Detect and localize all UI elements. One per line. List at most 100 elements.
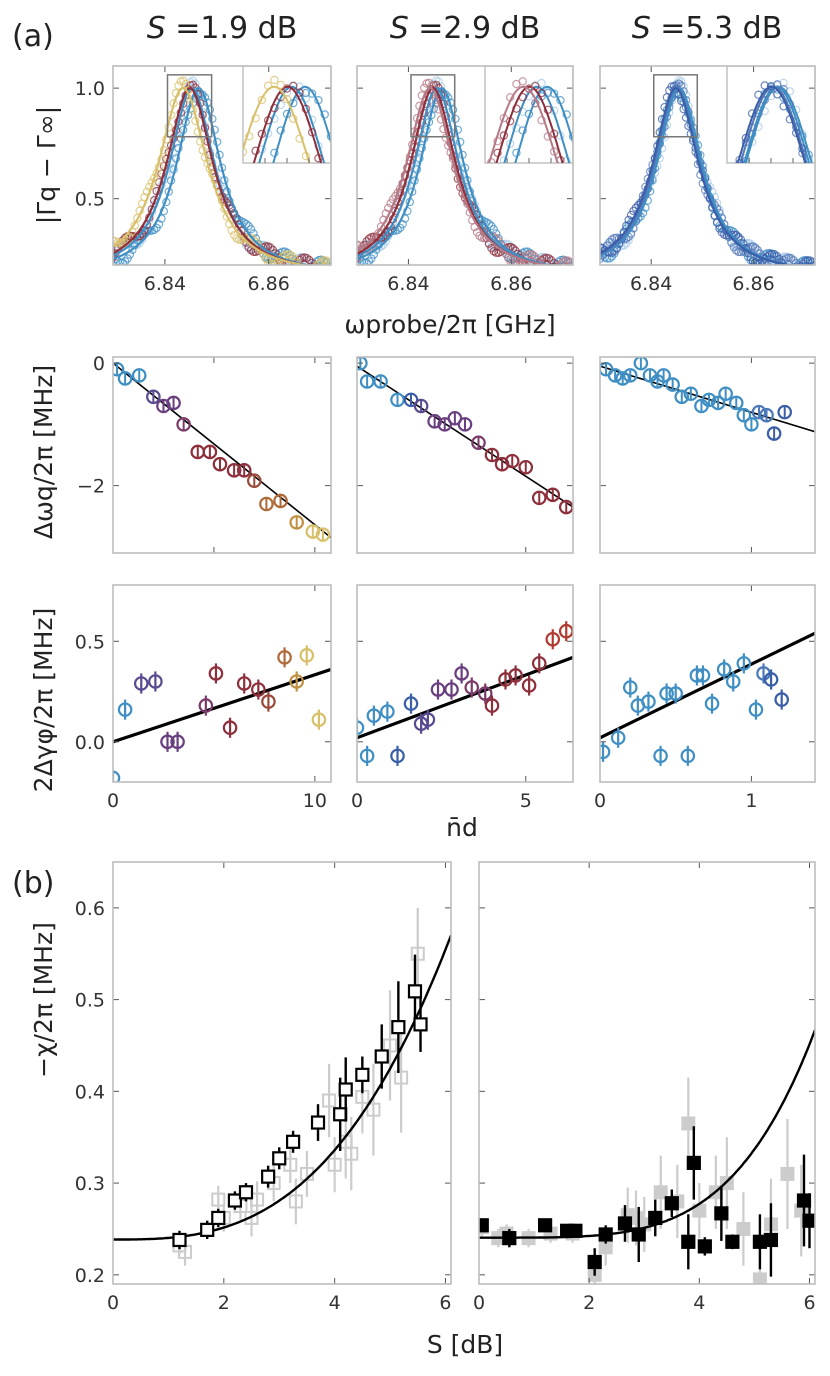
theory-curve bbox=[113, 934, 451, 1241]
x-tick-label-row3-col1: 10 bbox=[303, 790, 327, 812]
data-point bbox=[128, 245, 137, 254]
data-point bbox=[176, 417, 191, 432]
inset-point bbox=[270, 75, 279, 85]
data-point bbox=[202, 444, 218, 460]
data-point bbox=[131, 368, 147, 383]
data-point bbox=[313, 266, 320, 273]
gray-marker bbox=[780, 1166, 795, 1181]
y-tick-label-b-left: 0.4 bbox=[75, 1081, 105, 1103]
plot-area-b-left bbox=[113, 907, 451, 1266]
data-point bbox=[799, 271, 806, 278]
x-tick-label-row3-col2: 5 bbox=[520, 790, 532, 812]
data-point bbox=[148, 674, 163, 689]
inset-point bbox=[309, 167, 316, 174]
inset-fit bbox=[252, 85, 323, 163]
y-tick-label-b-left: 0.3 bbox=[75, 1173, 105, 1195]
axes-frame-row1-col2 bbox=[356, 65, 574, 266]
gray-marker bbox=[322, 1093, 337, 1108]
x-tick-label-b-right: 0 bbox=[473, 1292, 485, 1314]
title-col2: S =2.9 dB bbox=[390, 11, 541, 46]
fit-line bbox=[113, 667, 331, 744]
data-point bbox=[236, 463, 252, 478]
data-point bbox=[117, 371, 133, 386]
inset-fit bbox=[495, 85, 564, 163]
axes-frame-row3-col3 bbox=[599, 584, 816, 783]
inset-point bbox=[549, 89, 559, 98]
black-marker bbox=[681, 1234, 696, 1249]
row2-y-label: Δωq/2π [MHz] bbox=[29, 365, 58, 539]
data-point bbox=[315, 272, 322, 279]
data-point bbox=[557, 271, 564, 278]
row1-y-label: |Γq − Γ∞| bbox=[32, 106, 61, 224]
inset-point bbox=[537, 116, 546, 125]
inset-point bbox=[518, 77, 527, 86]
inset-point bbox=[723, 202, 730, 209]
inset-point bbox=[258, 202, 265, 209]
black-marker bbox=[272, 1151, 287, 1166]
black-marker bbox=[568, 1223, 583, 1238]
data-point bbox=[301, 268, 308, 275]
inset-point bbox=[730, 181, 737, 188]
data-point bbox=[266, 243, 275, 252]
data-point bbox=[759, 407, 774, 423]
inset-fit bbox=[736, 85, 807, 163]
x-tick-label-row3-col2: 0 bbox=[351, 790, 363, 812]
data-point bbox=[236, 676, 252, 691]
data-point bbox=[454, 666, 469, 681]
data-point bbox=[641, 694, 656, 709]
data-point bbox=[545, 631, 561, 647]
data-point bbox=[477, 686, 493, 701]
data-point bbox=[444, 682, 459, 697]
data-point bbox=[543, 269, 550, 276]
y-tick-label-row2-col1: 0 bbox=[93, 353, 105, 375]
data-point bbox=[553, 267, 560, 274]
data-point bbox=[531, 490, 547, 506]
x-tick-label-row1-col3: 6.86 bbox=[732, 273, 774, 295]
data-point bbox=[427, 414, 442, 429]
data-point bbox=[600, 744, 611, 760]
inset-point bbox=[507, 176, 514, 183]
data-point bbox=[607, 368, 623, 383]
inset-point bbox=[560, 162, 561, 163]
gray-marker bbox=[366, 1102, 381, 1117]
inset-fit bbox=[514, 85, 573, 163]
black-marker bbox=[537, 1218, 553, 1233]
data-point bbox=[565, 272, 572, 279]
black-marker bbox=[648, 1210, 663, 1226]
black-marker bbox=[310, 1115, 326, 1130]
y-tick-label-row1-col1: 1.0 bbox=[75, 78, 105, 100]
y-tick-label-b-left: 0.6 bbox=[75, 898, 105, 920]
black-marker bbox=[211, 1210, 226, 1226]
black-marker bbox=[587, 1254, 602, 1270]
x-tick-label-b-left: 6 bbox=[439, 1292, 451, 1314]
data-point bbox=[545, 268, 552, 275]
black-marker bbox=[391, 1020, 406, 1035]
data-point bbox=[809, 270, 816, 277]
black-marker bbox=[725, 1234, 740, 1249]
black-marker bbox=[631, 1227, 646, 1242]
zoom-box bbox=[166, 74, 213, 138]
data-point bbox=[771, 264, 773, 265]
data-point bbox=[768, 262, 776, 265]
data-point bbox=[811, 266, 818, 273]
data-point bbox=[544, 254, 554, 263]
axes-frame-row3-col1 bbox=[112, 584, 332, 783]
data-point bbox=[807, 271, 814, 278]
data-point bbox=[555, 270, 562, 277]
gray-marker bbox=[410, 946, 425, 961]
data-point bbox=[665, 377, 680, 392]
data-point bbox=[249, 235, 258, 244]
data-point bbox=[324, 257, 331, 265]
data-point bbox=[492, 248, 501, 257]
data-point bbox=[315, 269, 322, 276]
zoom-box bbox=[410, 74, 456, 138]
data-point bbox=[380, 704, 395, 719]
inset-point bbox=[252, 165, 259, 172]
title-col3: S =5.3 dB bbox=[632, 11, 783, 46]
gray-marker bbox=[250, 1192, 265, 1207]
row1-x-label: ωprobe/2π [GHz] bbox=[344, 310, 555, 339]
data-point bbox=[807, 268, 814, 275]
inset-point bbox=[488, 198, 495, 205]
data-point bbox=[804, 270, 811, 277]
